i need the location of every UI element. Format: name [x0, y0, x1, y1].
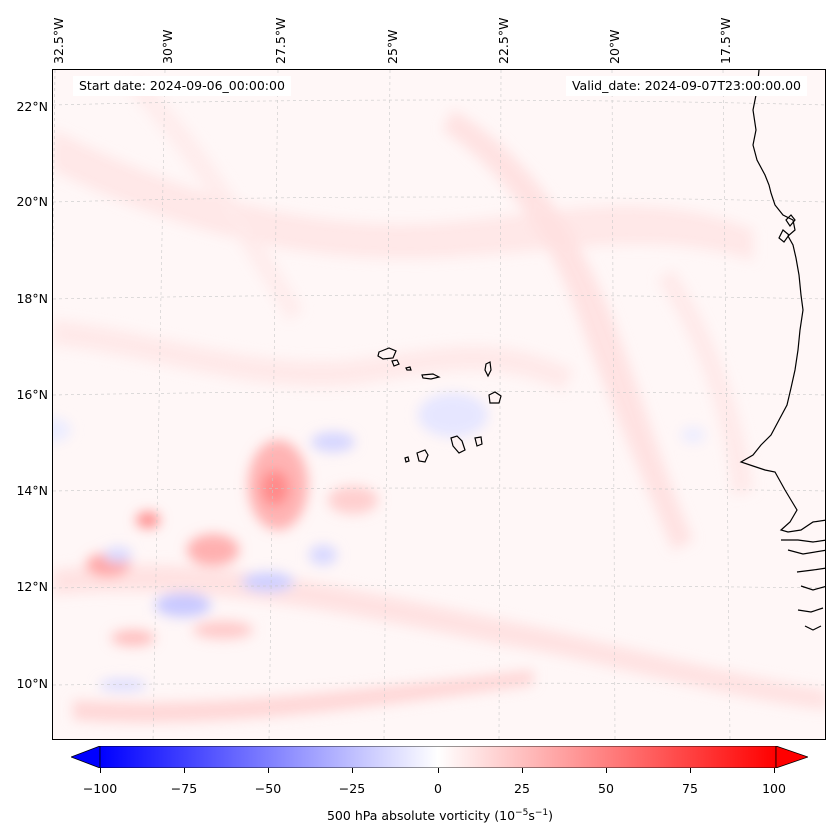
- lat-label-10n: 10°N: [16, 676, 48, 691]
- map-canvas: [53, 70, 825, 739]
- lon-label-20w: 20°W: [607, 29, 622, 64]
- colorbar-tick-label: 100: [762, 781, 786, 796]
- valid-date-label: Valid_date: 2024-09-07T23:00:00.00: [565, 76, 807, 96]
- colorbar-tick: [184, 768, 185, 773]
- graticule: [53, 70, 825, 739]
- lon-label-22-5w: 22.5°W: [496, 17, 511, 64]
- colorbar: [71, 746, 808, 768]
- colorbar-tick-label: −25: [338, 781, 366, 796]
- colorbar-tick-label: 50: [598, 781, 614, 796]
- colorbar-title: 500 hPa absolute vorticity (10−5s−1): [326, 808, 553, 824]
- colorbar-tick: [100, 768, 101, 773]
- colorbar-gradient: [99, 746, 777, 768]
- vorticity-field: [53, 80, 825, 723]
- lat-label-16n: 16°N: [16, 387, 48, 402]
- colorbar-extend-low: [71, 746, 101, 768]
- colorbar-tick: [690, 768, 691, 773]
- lon-label-30w: 30°W: [160, 29, 175, 64]
- start-date-label: Start date: 2024-09-06_00:00:00: [73, 76, 291, 96]
- lat-label-14n: 14°N: [16, 483, 48, 498]
- lon-label-25w: 25°W: [385, 29, 400, 64]
- west-africa-coastline: [739, 70, 825, 631]
- lat-label-18n: 18°N: [16, 291, 48, 306]
- colorbar-tick-label: −75: [170, 781, 198, 796]
- lat-label-22n: 22°N: [16, 99, 48, 114]
- lon-label-32-5w: 32.5°W: [51, 17, 66, 64]
- lat-label-20n: 20°N: [16, 194, 48, 209]
- colorbar-tick: [774, 768, 775, 773]
- colorbar-extend-high: [775, 746, 808, 768]
- colorbar-tick-label: 25: [514, 781, 530, 796]
- colorbar-tick-label: 0: [434, 781, 442, 796]
- vorticity-map: Start date: 2024-09-06_00:00:00 Valid_da…: [52, 69, 826, 740]
- lon-label-27-5w: 27.5°W: [273, 17, 288, 64]
- colorbar-tick: [606, 768, 607, 773]
- colorbar-tick-label: −50: [254, 781, 282, 796]
- colorbar-tick-label: −100: [82, 781, 118, 796]
- cape-verde-islands: [377, 347, 502, 463]
- colorbar-tick: [268, 768, 269, 773]
- lon-label-17-5w: 17.5°W: [718, 17, 733, 64]
- colorbar-tick: [438, 768, 439, 773]
- colorbar-tick: [522, 768, 523, 773]
- colorbar-tick-label: 75: [682, 781, 698, 796]
- colorbar-tick: [352, 768, 353, 773]
- lat-label-12n: 12°N: [16, 579, 48, 594]
